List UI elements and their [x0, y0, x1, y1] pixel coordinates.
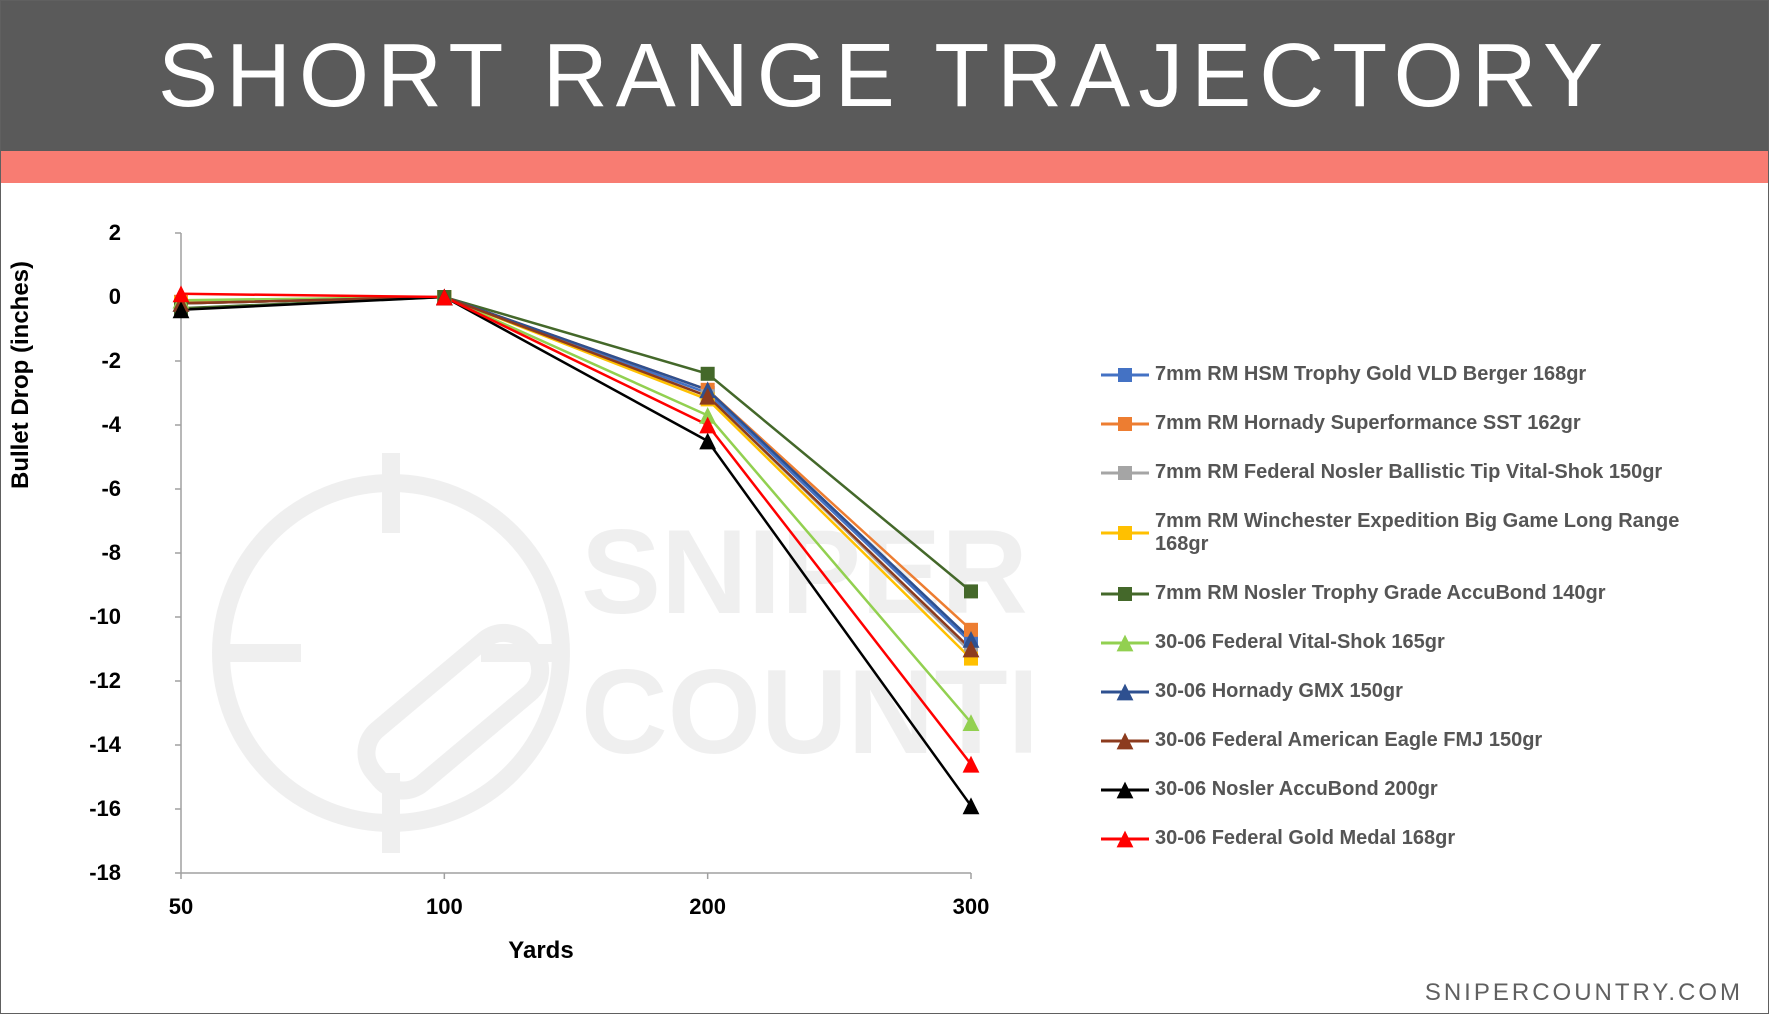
y-tick-label: -8 — [71, 540, 121, 566]
chart-canvas: Bullet Drop (inches) Yards 20-2-4-6-8-10… — [31, 213, 1051, 965]
legend-marker-icon — [1101, 523, 1149, 543]
x-tick-label: 100 — [426, 894, 463, 920]
y-axis-label: Bullet Drop (inches) — [7, 261, 35, 489]
y-tick-label: -18 — [71, 860, 121, 886]
y-tick-label: -4 — [71, 412, 121, 438]
y-tick-label: 2 — [71, 220, 121, 246]
legend-item: 7mm RM Hornady Superformance SST 162gr — [1101, 412, 1728, 435]
legend: 7mm RM HSM Trophy Gold VLD Berger 168gr 7… — [1051, 213, 1738, 965]
legend-label: 30-06 Hornady GMX 150gr — [1155, 680, 1403, 703]
legend-label: 7mm RM HSM Trophy Gold VLD Berger 168gr — [1155, 363, 1586, 386]
legend-label: 7mm RM Federal Nosler Ballistic Tip Vita… — [1155, 461, 1662, 484]
y-tick-label: 0 — [71, 284, 121, 310]
legend-item: 30-06 Federal American Eagle FMJ 150gr — [1101, 729, 1728, 752]
chart-area: Bullet Drop (inches) Yards 20-2-4-6-8-10… — [31, 213, 1051, 965]
legend-item: 30-06 Federal Gold Medal 168gr — [1101, 827, 1728, 850]
page: SHORT RANGE TRAJECTORY SNIPER COUNTRY Bu… — [0, 0, 1769, 1014]
legend-item: 7mm RM Winchester Expedition Big Game Lo… — [1101, 510, 1728, 556]
legend-marker-icon — [1101, 633, 1149, 653]
footer-credit: SNIPERCOUNTRY.COM — [1425, 979, 1743, 1007]
y-tick-label: -10 — [71, 604, 121, 630]
y-tick-label: -2 — [71, 348, 121, 374]
legend-item: 30-06 Hornady GMX 150gr — [1101, 680, 1728, 703]
legend-label: 7mm RM Nosler Trophy Grade AccuBond 140g… — [1155, 582, 1605, 605]
header: SHORT RANGE TRAJECTORY — [1, 1, 1768, 151]
legend-label: 30-06 Nosler AccuBond 200gr — [1155, 778, 1438, 801]
legend-item: 7mm RM Nosler Trophy Grade AccuBond 140g… — [1101, 582, 1728, 605]
legend-label: 30-06 Federal American Eagle FMJ 150gr — [1155, 729, 1542, 752]
legend-label: 30-06 Federal Vital-Shok 165gr — [1155, 631, 1445, 654]
legend-label: 30-06 Federal Gold Medal 168gr — [1155, 827, 1455, 850]
page-title: SHORT RANGE TRAJECTORY — [158, 25, 1611, 128]
legend-marker-icon — [1101, 365, 1149, 385]
legend-marker-icon — [1101, 731, 1149, 751]
legend-item: 30-06 Nosler AccuBond 200gr — [1101, 778, 1728, 801]
legend-label: 7mm RM Hornady Superformance SST 162gr — [1155, 412, 1581, 435]
legend-item: 7mm RM HSM Trophy Gold VLD Berger 168gr — [1101, 363, 1728, 386]
y-tick-label: -6 — [71, 476, 121, 502]
legend-marker-icon — [1101, 584, 1149, 604]
x-tick-label: 50 — [169, 894, 193, 920]
legend-item: 30-06 Federal Vital-Shok 165gr — [1101, 631, 1728, 654]
x-axis-label: Yards — [508, 937, 573, 965]
legend-marker-icon — [1101, 682, 1149, 702]
legend-label: 7mm RM Winchester Expedition Big Game Lo… — [1155, 510, 1728, 556]
legend-marker-icon — [1101, 780, 1149, 800]
content: SNIPER COUNTRY Bullet Drop (inches) Yard… — [1, 183, 1768, 975]
chart-svg — [136, 223, 1016, 903]
legend-marker-icon — [1101, 829, 1149, 849]
x-tick-label: 300 — [953, 894, 990, 920]
legend-marker-icon — [1101, 463, 1149, 483]
accent-bar — [1, 151, 1768, 183]
y-tick-label: -14 — [71, 732, 121, 758]
y-tick-label: -16 — [71, 796, 121, 822]
x-tick-label: 200 — [689, 894, 726, 920]
legend-item: 7mm RM Federal Nosler Ballistic Tip Vita… — [1101, 461, 1728, 484]
legend-marker-icon — [1101, 414, 1149, 434]
y-tick-label: -12 — [71, 668, 121, 694]
